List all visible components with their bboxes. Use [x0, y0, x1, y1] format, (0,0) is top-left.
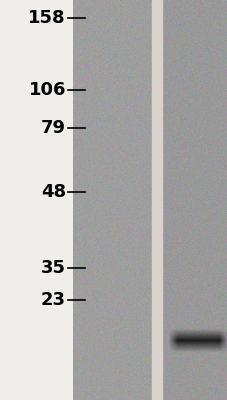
- Bar: [0, 0, 73, 400]
- Text: 48: 48: [41, 183, 66, 201]
- Text: 79: 79: [41, 119, 66, 137]
- Bar: [151, 0, 161, 400]
- Text: 35: 35: [41, 259, 66, 277]
- Text: 106: 106: [28, 81, 66, 99]
- Text: 23: 23: [41, 291, 66, 309]
- Text: 158: 158: [28, 9, 66, 27]
